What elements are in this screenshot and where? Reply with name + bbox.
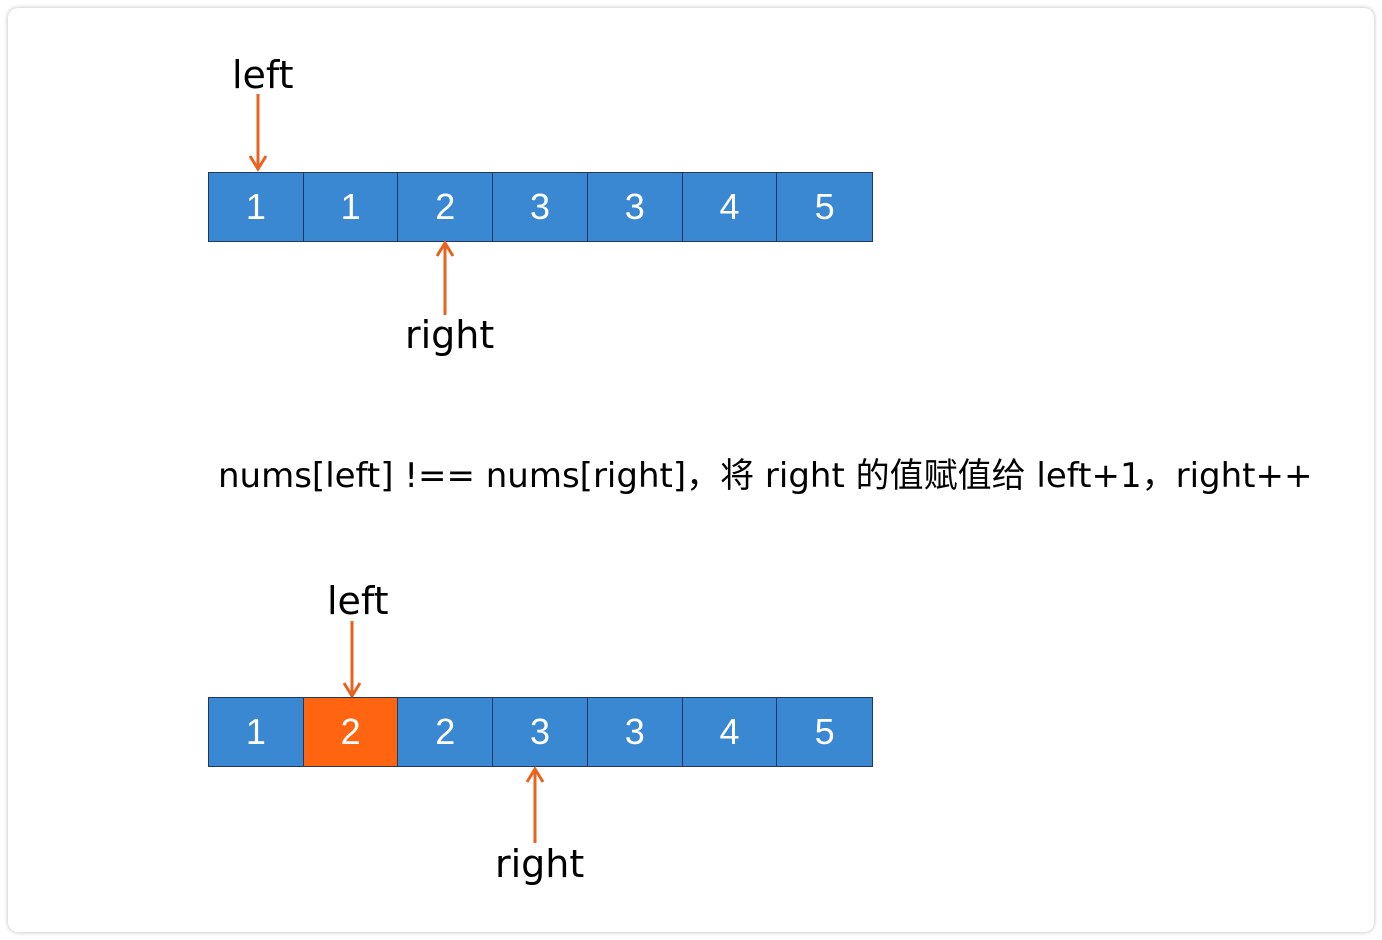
left-pointer-arrow-step2 <box>342 621 362 699</box>
right-pointer-arrow-step1 <box>435 240 455 315</box>
array-cell: 2 <box>398 173 494 241</box>
right-pointer-arrow-step2 <box>525 766 545 843</box>
array-cell: 3 <box>587 698 683 766</box>
array-cell: 4 <box>682 173 778 241</box>
array-cell: 4 <box>682 698 778 766</box>
array-cell: 5 <box>777 173 873 241</box>
left-pointer-arrow-step1 <box>248 94 268 172</box>
array-cell: 1 <box>303 173 399 241</box>
step-description: nums[left] !== nums[right]，将 right 的值赋值给… <box>218 456 1313 496</box>
array-cell: 5 <box>777 698 873 766</box>
array-cell: 3 <box>587 173 683 241</box>
array-cell: 2 <box>398 698 494 766</box>
array-cell: 1 <box>209 173 304 241</box>
array-cell: 3 <box>493 173 588 241</box>
array-cell: 1 <box>209 698 304 766</box>
right-pointer-label-step2: right <box>495 842 585 886</box>
array-cell: 2 <box>303 698 399 766</box>
array-cell: 3 <box>493 698 588 766</box>
left-pointer-label-step2: left <box>327 579 389 623</box>
left-pointer-label-step1: left <box>232 53 294 97</box>
right-pointer-label-step1: right <box>405 313 495 357</box>
diagram-card <box>8 8 1374 932</box>
